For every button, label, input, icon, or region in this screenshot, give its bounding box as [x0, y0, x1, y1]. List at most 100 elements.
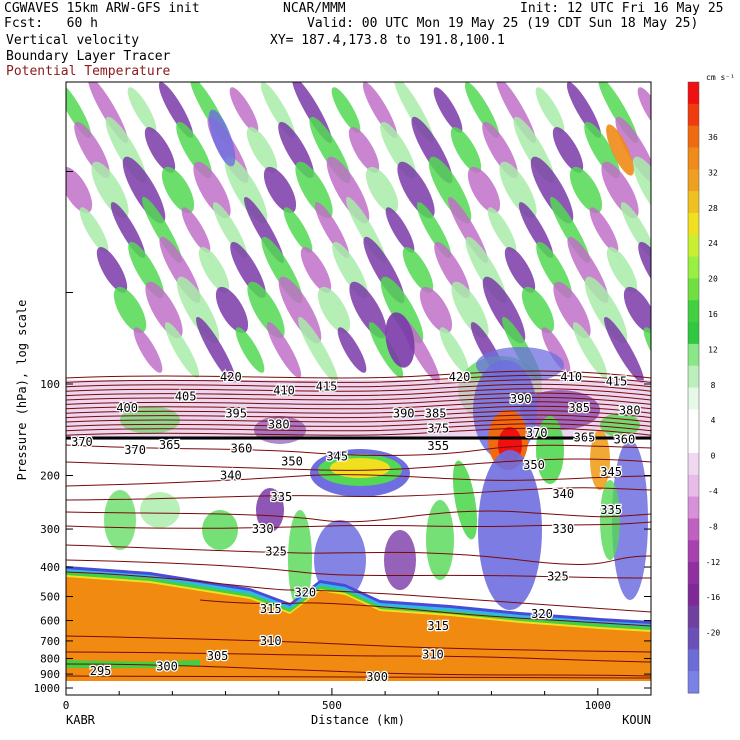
theta-contour — [66, 521, 651, 529]
velocity-cell — [212, 202, 248, 258]
theta-label: 355 — [427, 439, 449, 453]
colorbar-swatch — [688, 671, 699, 694]
velocity-cell — [535, 87, 565, 133]
colorbar-unit: cm s⁻¹ — [706, 73, 735, 82]
theta-label: 415 — [316, 380, 338, 394]
theta-label: 350 — [281, 455, 303, 469]
theta-contour — [66, 571, 651, 613]
theta-contour — [66, 675, 651, 679]
colorbar-swatch — [688, 103, 699, 127]
velocity-cell — [300, 247, 332, 293]
velocity-cell — [521, 286, 555, 334]
theta-contour — [199, 599, 651, 627]
colorbar-swatch — [688, 147, 699, 170]
init-time: Init: 12 UTC Fri 16 May 25 — [520, 1, 724, 16]
velocity-cell — [416, 202, 452, 258]
colorbar-label: 20 — [708, 275, 718, 284]
theta-label: 310 — [422, 647, 444, 661]
velocity-cell — [402, 247, 434, 293]
velocity-cell — [552, 127, 584, 173]
velocity-cell — [215, 286, 249, 334]
theta-contour — [66, 427, 651, 436]
theta-contour — [66, 510, 651, 523]
theta-label: 330 — [552, 522, 574, 536]
velocity-cell — [368, 322, 404, 378]
tracer-band-blue — [66, 566, 651, 625]
velocity-cell — [464, 82, 500, 138]
theta-label: 330 — [252, 522, 274, 536]
velocity-cell — [536, 416, 564, 484]
velocity-cell — [426, 500, 454, 580]
theta-contour — [66, 474, 651, 487]
theta-label: 410 — [273, 383, 295, 397]
velocity-cell — [164, 322, 200, 378]
colorbar-swatch — [688, 300, 699, 323]
velocity-cell — [600, 480, 620, 560]
velocity-cell — [541, 327, 571, 373]
velocity-cell — [266, 322, 302, 378]
colorbar-swatch — [688, 518, 699, 541]
velocity-cell — [637, 87, 651, 133]
colorbar-label: 28 — [708, 204, 718, 213]
x-tick-label: 500 — [322, 699, 342, 712]
theta-label: 365 — [159, 438, 181, 452]
colorbar-label: -12 — [706, 558, 721, 567]
theta-label: 295 — [90, 664, 112, 678]
theta-label: 340 — [552, 487, 574, 501]
velocity-cell — [612, 440, 648, 600]
theta-contour — [66, 444, 651, 456]
forecast-hour: Fcst: 60 h — [4, 16, 98, 31]
y-tick-label: 100 — [40, 378, 60, 391]
theta-label: 320 — [294, 585, 316, 599]
velocity-cell — [196, 316, 236, 384]
y-tick-label: 800 — [40, 653, 60, 666]
theta-label: 410 — [560, 370, 582, 384]
velocity-cell — [161, 166, 195, 214]
theta-contour — [66, 663, 651, 677]
theta-contour — [66, 405, 651, 414]
theta-label: 420 — [220, 370, 242, 384]
velocity-cell — [569, 166, 603, 214]
colorbar-swatch — [688, 496, 699, 519]
velocity-cell — [110, 202, 146, 258]
colorbar-swatch — [688, 452, 699, 476]
colorbar-swatch — [688, 387, 699, 410]
velocity-cell — [79, 207, 109, 253]
velocity-cell — [572, 322, 608, 378]
velocity-cell — [566, 82, 602, 138]
velocity-cell — [349, 281, 387, 339]
colorbar-swatch — [688, 540, 699, 563]
theta-label: 380 — [619, 403, 641, 417]
velocity-cell — [104, 490, 136, 550]
theta-contour — [66, 559, 651, 579]
colorbar-label: -20 — [706, 629, 721, 638]
colorbar-swatch — [688, 212, 699, 236]
theta-contour — [66, 423, 651, 432]
theta-contour — [66, 410, 651, 419]
velocity-cell — [298, 316, 338, 384]
x-axis: 0 500 1000 — [63, 688, 611, 712]
colorbar: 36 32 28 24 20 16 12 8 4 0 -4 -8 -12 -16 -20 — [687, 81, 721, 694]
velocity-cell — [158, 82, 194, 138]
x-tick-label: 0 — [63, 699, 70, 712]
theta-label: 375 — [427, 421, 449, 435]
field-potential-temperature: Potential Temperature — [6, 64, 171, 79]
theta-contours — [66, 370, 651, 679]
theta-label: 370 — [124, 443, 146, 457]
colorbar-swatch — [688, 82, 699, 105]
colorbar-swatch — [688, 191, 699, 214]
theta-label: 395 — [225, 406, 247, 420]
y-tick-label: 400 — [40, 561, 60, 574]
theta-contour — [66, 418, 651, 427]
velocity-cell — [487, 207, 517, 253]
velocity-cell — [198, 247, 230, 293]
theta-label: 325 — [265, 544, 287, 558]
y-tick-label: 600 — [40, 615, 60, 628]
theta-label: 385 — [425, 406, 447, 420]
velocity-cell — [256, 488, 284, 532]
colorbar-label: 4 — [711, 416, 716, 425]
theta-contour — [66, 388, 651, 397]
colorbar-label: 24 — [708, 239, 718, 248]
colorbar-swatch — [688, 474, 699, 498]
theta-label: 325 — [547, 570, 569, 584]
